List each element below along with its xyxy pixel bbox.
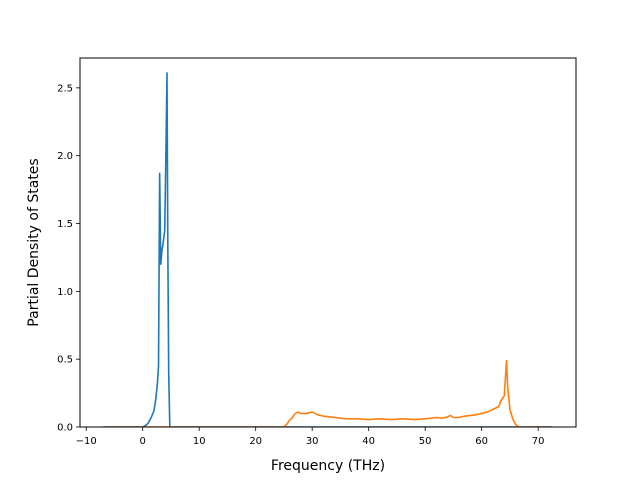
y-tick-label: 2.0	[57, 151, 73, 162]
x-axis-label: Frequency (THz)	[271, 458, 385, 474]
y-tick-label: 2.5	[57, 83, 73, 94]
x-tick-label: 0	[140, 436, 146, 447]
y-tick-label: 1.5	[57, 219, 73, 230]
x-tick-label: 70	[532, 436, 545, 447]
y-axis-ticks: 0.0 0.5 1.0 1.5 2.0 2.5	[57, 83, 80, 434]
plot-area	[103, 72, 553, 427]
series-line-1	[103, 72, 553, 427]
x-axis-ticks: −10 0 10 20 30 40 50 60 70	[76, 427, 545, 447]
x-tick-label: 60	[475, 436, 488, 447]
x-tick-label: 50	[419, 436, 432, 447]
series-line-2	[103, 359, 553, 427]
y-tick-label: 1.0	[57, 287, 73, 298]
x-tick-label: 30	[306, 436, 319, 447]
x-tick-label: 20	[249, 436, 262, 447]
axes-frame	[79, 57, 577, 428]
x-tick-label: −10	[76, 436, 97, 447]
y-axis-label: Partial Density of States	[26, 158, 42, 326]
x-tick-label: 10	[193, 436, 206, 447]
y-tick-label: 0.5	[57, 355, 73, 366]
x-tick-label: 40	[362, 436, 375, 447]
y-tick-label: 0.0	[57, 423, 73, 434]
